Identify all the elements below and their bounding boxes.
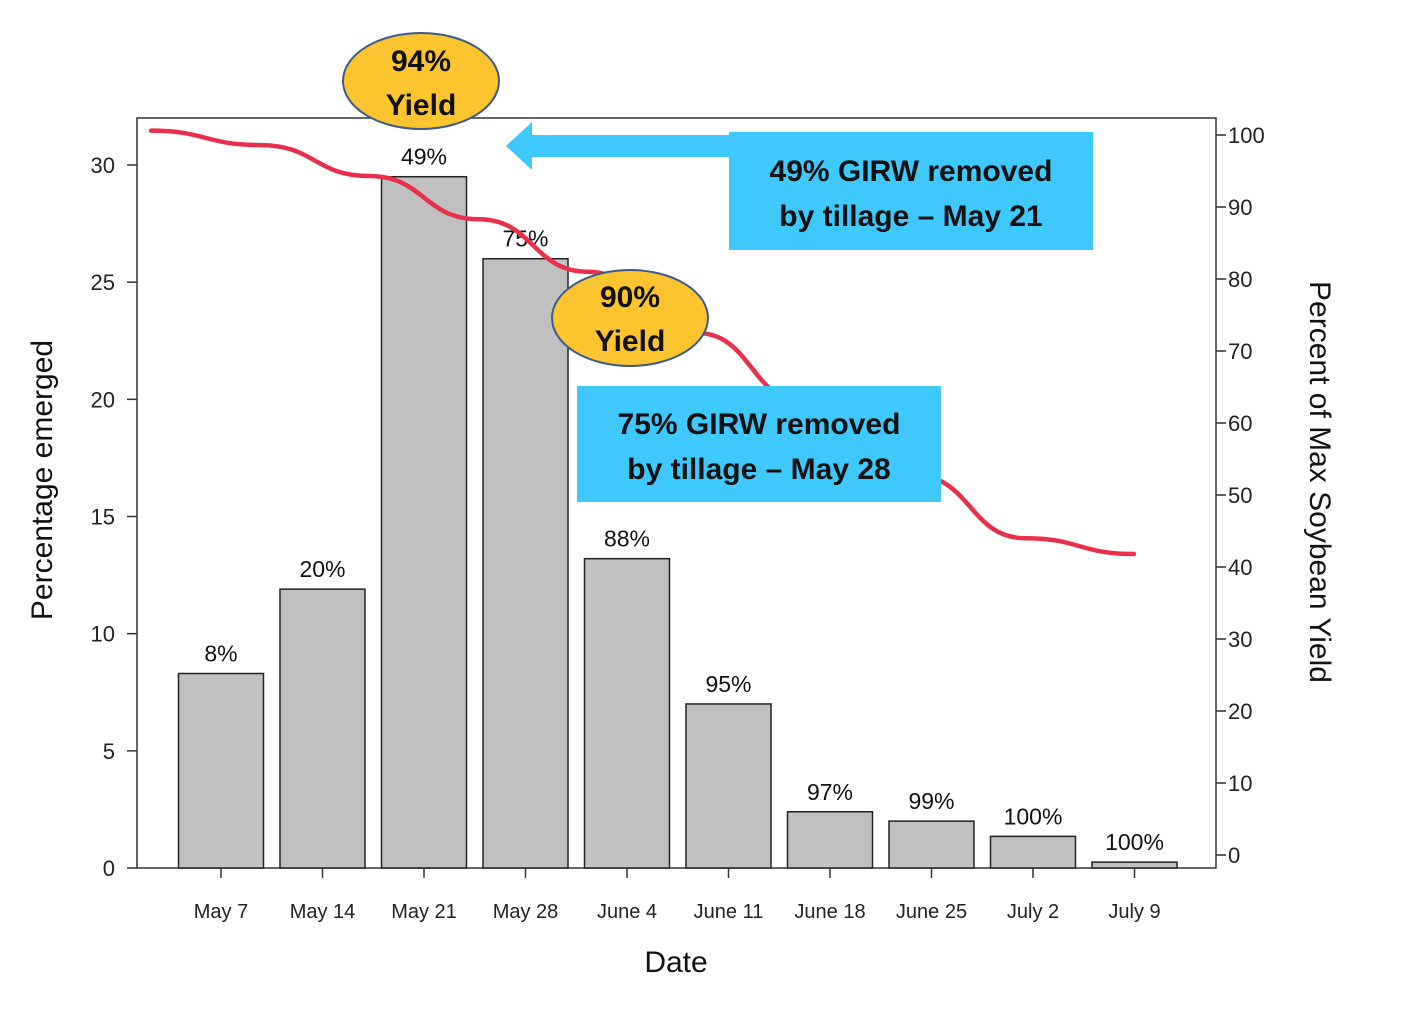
- y2-tick-label: 50: [1228, 483, 1252, 508]
- x-tick-label: June 4: [597, 901, 657, 923]
- bar: [177, 672, 265, 869]
- bar: [685, 703, 772, 869]
- yield-badge-90: [551, 269, 709, 367]
- callout-may21-line2: by tillage – May 21: [779, 200, 1042, 233]
- callout-may28-line1: 75% GIRW removed: [618, 408, 901, 441]
- bar-data-label: 8%: [204, 641, 237, 667]
- y-tick-label: 0: [103, 856, 115, 881]
- x-tick-label: May 14: [290, 901, 356, 923]
- x-tick-label: May 21: [391, 901, 457, 923]
- y2-tick-label: 100: [1228, 123, 1265, 148]
- bar-data-label: 95%: [705, 671, 751, 697]
- y-tick-label: 25: [91, 270, 115, 295]
- y2-tick-label: 0: [1228, 843, 1240, 868]
- bar-data-label: 49%: [401, 144, 447, 170]
- y-tick-label: 30: [91, 153, 115, 178]
- y2-tick-label: 40: [1228, 555, 1252, 580]
- bar: [989, 835, 1077, 869]
- plot-frame: [136, 117, 1217, 869]
- callout-box-may28: [577, 386, 941, 502]
- x-tick-label: May 7: [194, 901, 248, 923]
- y2-tick-label: 90: [1228, 195, 1252, 220]
- yield-badge-94-line1: 94%: [391, 45, 451, 78]
- bar: [380, 175, 468, 869]
- y2-tick-label: 70: [1228, 339, 1252, 364]
- y-tick-label: 20: [91, 387, 115, 412]
- bar-data-label: 20%: [299, 556, 345, 582]
- x-tick-label: June 25: [896, 901, 967, 923]
- left-y-axis: 0 5 10 15 20 25 30: [91, 153, 137, 881]
- bar-data-label: 100%: [1004, 803, 1063, 829]
- x-tick-label: July 2: [1007, 901, 1059, 923]
- y-axis-title: Percentage emerged: [26, 340, 59, 620]
- bar: [583, 557, 671, 869]
- bar-data-label: 99%: [908, 788, 954, 814]
- bar-data-label: 88%: [604, 526, 650, 552]
- x-axis-title: Date: [644, 946, 707, 979]
- y-tick-label: 10: [91, 622, 115, 647]
- callout-may21-line1: 49% GIRW removed: [770, 155, 1053, 188]
- y2-tick-label: 80: [1228, 267, 1252, 292]
- yield-badge-90-line1: 90%: [600, 281, 660, 314]
- bar-data-label: 97%: [807, 779, 853, 805]
- y-tick-label: 5: [103, 739, 115, 764]
- y2-tick-label: 20: [1228, 699, 1252, 724]
- bar: [279, 588, 366, 869]
- y2-axis-title: Percent of Max Soybean Yield: [1303, 281, 1336, 683]
- callout-box-may21: [729, 132, 1093, 250]
- bar: [482, 257, 569, 869]
- x-tick-label: June 18: [794, 901, 865, 923]
- x-axis: May 7 May 14 May 21 May 28 June 4 June 11 June…: [194, 868, 1161, 923]
- x-tick-label: May 28: [493, 901, 559, 923]
- yield-badge-94-line2: Yield: [386, 89, 457, 122]
- y2-tick-label: 10: [1228, 771, 1252, 796]
- yield-badge-94: [342, 32, 500, 130]
- x-tick-label: June 11: [694, 901, 764, 923]
- bars: [177, 175, 1178, 869]
- x-tick-label: July 9: [1108, 901, 1160, 923]
- bar: [786, 811, 874, 869]
- bar-labels: 8%20%49%75%88%95%97% 99%100%100%: [204, 144, 1164, 855]
- yield-badge-90-line2: Yield: [595, 325, 666, 358]
- right-y-axis: 0 10 20 30 40 50 60 70 80 90 100: [1216, 123, 1265, 868]
- bar: [888, 820, 975, 869]
- y-tick-label: 15: [91, 505, 115, 530]
- y2-tick-label: 30: [1228, 627, 1252, 652]
- y2-tick-label: 60: [1228, 411, 1252, 436]
- callout-may28-line2: by tillage – May 28: [627, 453, 890, 486]
- bar-data-label: 100%: [1105, 829, 1164, 855]
- bar: [1091, 861, 1178, 869]
